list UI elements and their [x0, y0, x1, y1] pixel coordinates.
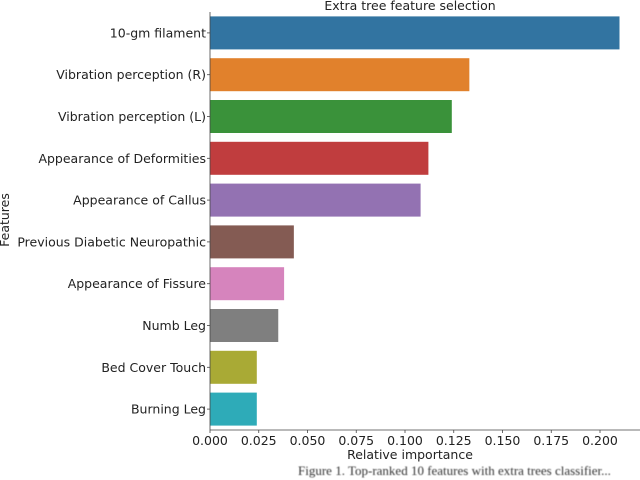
y-tick-label: 10-gm filament: [110, 25, 206, 40]
bar: [210, 309, 279, 342]
x-tick-label: 0.150: [485, 433, 521, 448]
x-tick-label: 0.000: [192, 433, 228, 448]
x-tick-label: 0.075: [338, 433, 374, 448]
bar: [210, 350, 257, 384]
x-tick-label: 0.050: [290, 433, 326, 448]
x-tick-label: 0.125: [436, 433, 472, 448]
bars-group: [210, 16, 620, 426]
y-tick-label: Vibration perception (L): [58, 109, 206, 124]
y-axis-label: Features: [0, 193, 12, 247]
bar: [210, 58, 470, 92]
y-tick-label: Bed Cover Touch: [101, 360, 206, 375]
y-tick-label: Appearance of Deformities: [38, 151, 206, 166]
y-tick-labels: 10-gm filament Vibration perception (R) Vi…: [17, 25, 210, 417]
y-tick-label: Vibration perception (R): [56, 67, 206, 82]
y-tick-label: Numb Leg: [142, 318, 206, 333]
bar: [210, 392, 257, 426]
bar: [210, 183, 421, 217]
figure-caption: Figure 1. Top-ranked 10 features with ex…: [298, 463, 611, 478]
x-tick-labels: 0.000 0.025 0.050 0.075 0.100 0.125 0.150 0.175…: [192, 430, 618, 448]
x-tick-label: 0.200: [582, 433, 618, 448]
bar: [210, 100, 452, 133]
y-tick-label: Previous Diabetic Neuropathic: [17, 234, 206, 249]
x-tick-label: 0.100: [387, 433, 423, 448]
y-tick-label: Appearance of Fissure: [68, 276, 207, 291]
x-axis-label: Relative importance: [347, 447, 473, 462]
y-tick-label: Appearance of Callus: [73, 193, 206, 208]
x-tick-label: 0.025: [241, 433, 277, 448]
bar: [210, 267, 285, 301]
y-tick-label: Burning Leg: [131, 402, 206, 417]
bar: [210, 225, 294, 259]
bar: [210, 16, 620, 50]
chart-title: Extra tree feature selection: [324, 0, 495, 13]
bar: [210, 141, 429, 175]
x-tick-label: 0.175: [533, 433, 569, 448]
